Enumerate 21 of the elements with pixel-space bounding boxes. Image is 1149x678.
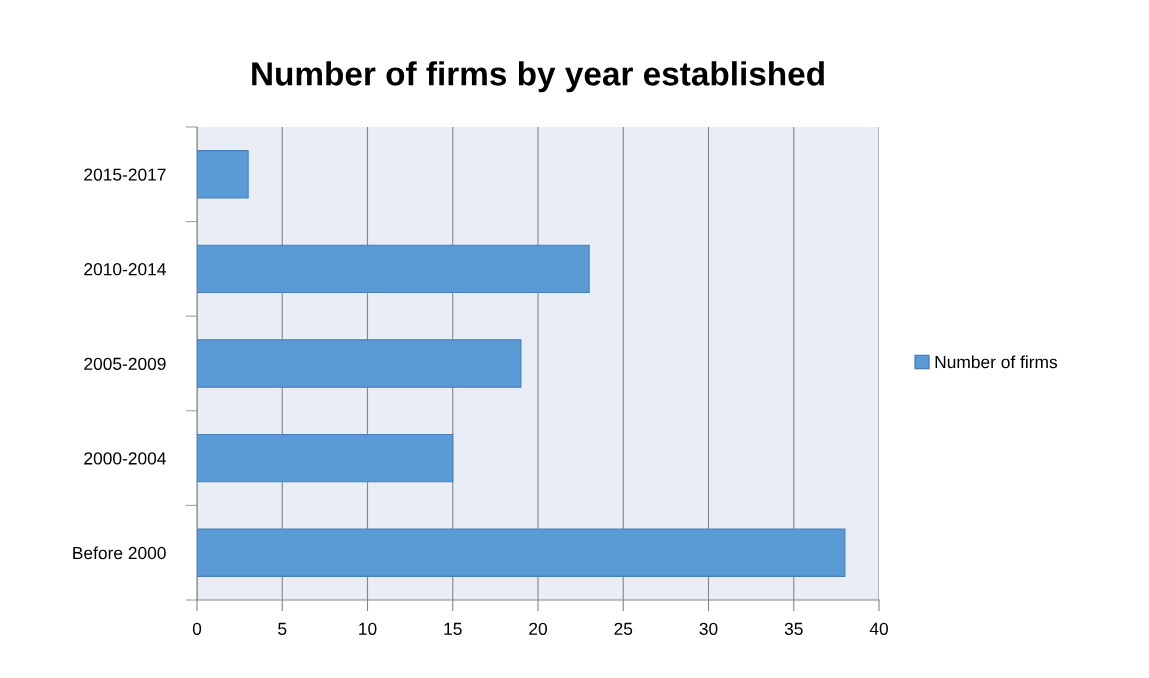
bar (197, 528, 846, 577)
y-tick-label: 2015-2017 (84, 168, 166, 181)
x-tick-label: 25 (614, 622, 633, 635)
chart-title: Number of firms by year established (252, 61, 824, 93)
y-tick-label: Before 2000 (73, 546, 166, 560)
x-tick-label: 30 (699, 622, 718, 635)
x-tick-label: 20 (529, 622, 547, 635)
x-tick-label: 35 (784, 622, 803, 635)
y-tick-label: 2005-2009 (84, 357, 166, 370)
x-tick-label: 0 (192, 622, 202, 635)
bar (197, 150, 249, 199)
x-tick-label: 10 (359, 622, 377, 635)
y-tick-label: 2010-2014 (84, 263, 166, 276)
bar (197, 244, 590, 294)
bar (197, 339, 522, 388)
bar (197, 433, 454, 483)
y-tick-label: 2000-2004 (84, 452, 166, 465)
x-tick-label: 5 (278, 622, 287, 635)
x-tick-label: 40 (869, 622, 888, 635)
legend-label: Number of firms (935, 355, 1058, 369)
x-tick-label: 15 (444, 622, 462, 635)
